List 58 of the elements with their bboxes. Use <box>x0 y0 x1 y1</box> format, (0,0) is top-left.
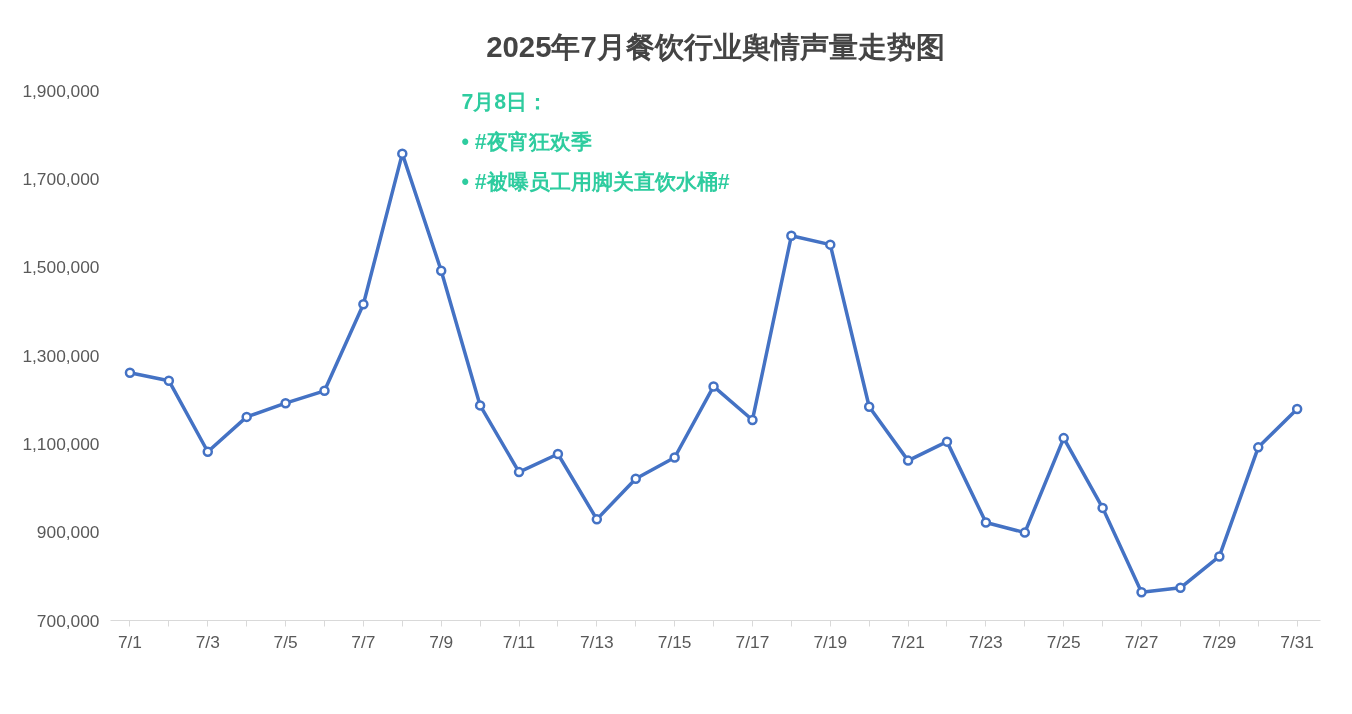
y-tick-label: 1,700,000 <box>22 168 100 189</box>
x-tick-label: 7/9 <box>429 631 454 652</box>
point <box>358 299 369 310</box>
x-tick-label: 7/3 <box>195 631 220 652</box>
chart-title: 2025年7月餐饮行业舆情声量走势图 <box>486 30 945 63</box>
point <box>747 414 758 426</box>
x-tick-label: 7/25 <box>1046 631 1081 652</box>
point <box>552 448 564 460</box>
point <box>708 381 719 392</box>
point <box>1291 403 1303 415</box>
point <box>591 514 603 525</box>
point <box>902 455 914 466</box>
x-tick-label: 7/31 <box>1280 631 1315 652</box>
x-tick-label: 7/13 <box>579 631 614 652</box>
y-tick-label: 1,500,000 <box>22 257 100 278</box>
point <box>1058 432 1069 444</box>
point <box>786 230 797 242</box>
point <box>1097 502 1108 514</box>
annotation: • #夜宵狂欢季 <box>461 130 592 155</box>
point <box>319 385 330 397</box>
point <box>397 148 408 159</box>
x-tick-label: 7/7 <box>351 631 376 652</box>
point <box>1253 442 1264 453</box>
point <box>474 400 486 411</box>
x-tick-label: 7/11 <box>502 631 536 652</box>
point <box>1175 582 1186 594</box>
point <box>202 446 214 458</box>
x-tick-label: 7/29 <box>1202 631 1237 652</box>
x-tick-label: 7/23 <box>969 631 1003 652</box>
point <box>163 375 175 386</box>
y-tick-label: 900,000 <box>36 522 100 543</box>
x-tick-label: 7/17 <box>735 631 770 652</box>
point <box>435 265 447 276</box>
x-tick-label: 7/21 <box>891 631 925 652</box>
x-tick-label: 7/5 <box>273 631 298 652</box>
x-tick-label: 7/19 <box>813 631 848 652</box>
point <box>513 466 525 478</box>
point <box>825 239 836 250</box>
point <box>863 401 875 412</box>
x-tick-label: 7/15 <box>657 631 692 652</box>
y-tick-label: 1,300,000 <box>22 345 100 366</box>
annotation: 7月8日： <box>461 90 549 115</box>
point <box>1136 586 1147 598</box>
point <box>241 411 252 423</box>
point <box>669 452 680 463</box>
y-tick-label: 1,900,000 <box>22 80 100 101</box>
annotation: • #被曝员工用脚关直饮水桶# <box>461 169 730 194</box>
point <box>941 436 953 447</box>
x-tick-label: 7/27 <box>1124 631 1159 652</box>
x-tick-label: 7/1 <box>117 631 142 652</box>
point <box>980 517 992 528</box>
point <box>124 367 136 378</box>
point <box>630 473 641 484</box>
y-tick-label: 1,100,000 <box>22 433 100 454</box>
y-tick-label: 700,000 <box>36 610 100 631</box>
point <box>280 397 291 409</box>
point <box>1214 551 1225 562</box>
point <box>1019 527 1031 538</box>
